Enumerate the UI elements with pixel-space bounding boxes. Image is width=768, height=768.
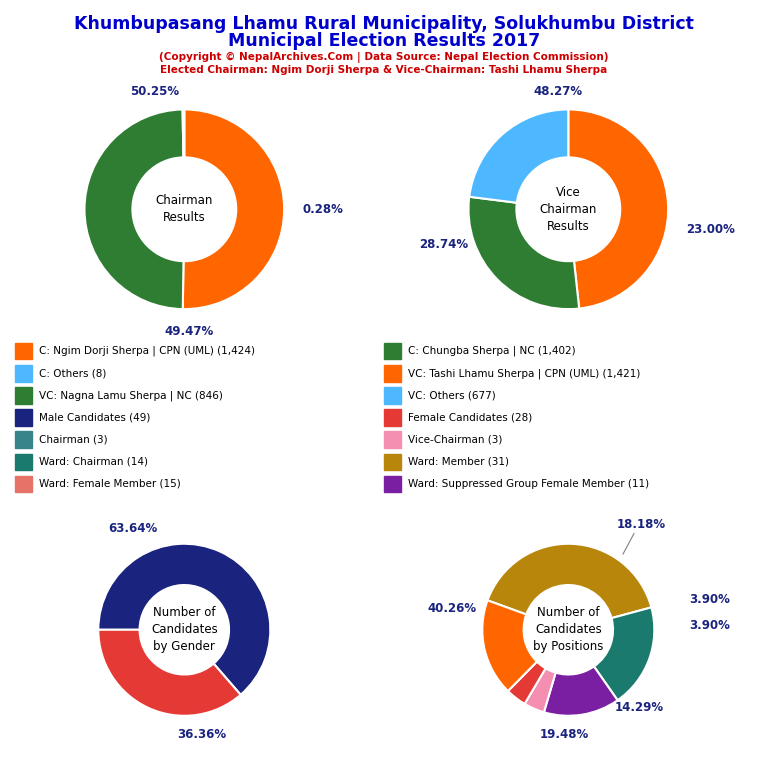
Text: 50.25%: 50.25%	[130, 85, 179, 98]
Bar	[384, 453, 401, 470]
Text: 14.29%: 14.29%	[614, 700, 664, 713]
Text: 18.18%: 18.18%	[617, 518, 666, 531]
Text: Municipal Election Results 2017: Municipal Election Results 2017	[228, 32, 540, 50]
Wedge shape	[488, 544, 651, 618]
Text: Khumbupasang Lhamu Rural Municipality, Solukhumbu District: Khumbupasang Lhamu Rural Municipality, S…	[74, 15, 694, 33]
Text: 3.90%: 3.90%	[689, 619, 730, 632]
Text: VC: Others (677): VC: Others (677)	[408, 390, 496, 400]
Bar	[15, 387, 31, 404]
Bar	[15, 365, 31, 382]
Text: 49.47%: 49.47%	[164, 325, 214, 338]
Text: Female Candidates (28): Female Candidates (28)	[408, 412, 532, 422]
Bar	[384, 387, 401, 404]
Wedge shape	[508, 661, 545, 703]
Text: Vice-Chairman (3): Vice-Chairman (3)	[408, 435, 502, 445]
Text: Ward: Member (31): Ward: Member (31)	[408, 457, 509, 467]
Wedge shape	[84, 110, 184, 309]
Wedge shape	[183, 109, 284, 309]
Text: Elected Chairman: Ngim Dorji Sherpa & Vice-Chairman: Tashi Lhamu Sherpa: Elected Chairman: Ngim Dorji Sherpa & Vi…	[161, 65, 607, 74]
Bar	[384, 409, 401, 425]
Text: Ward: Female Member (15): Ward: Female Member (15)	[39, 479, 181, 489]
Bar	[384, 475, 401, 492]
Wedge shape	[482, 601, 537, 691]
Text: Chairman (3): Chairman (3)	[39, 435, 108, 445]
Bar	[15, 432, 31, 448]
Wedge shape	[98, 544, 270, 695]
Text: 48.27%: 48.27%	[534, 85, 583, 98]
Text: 19.48%: 19.48%	[539, 728, 588, 741]
Text: Vice
Chairman
Results: Vice Chairman Results	[540, 186, 597, 233]
Text: Ward: Chairman (14): Ward: Chairman (14)	[39, 457, 148, 467]
Wedge shape	[468, 197, 579, 309]
Bar	[15, 343, 31, 359]
Text: C: Others (8): C: Others (8)	[39, 368, 107, 379]
Text: Number of
Candidates
by Gender: Number of Candidates by Gender	[151, 606, 217, 654]
Text: 36.36%: 36.36%	[177, 728, 226, 741]
Wedge shape	[469, 109, 568, 203]
Wedge shape	[594, 607, 654, 700]
Text: 23.00%: 23.00%	[686, 223, 735, 236]
Bar	[15, 409, 31, 425]
Text: C: Chungba Sherpa | NC (1,402): C: Chungba Sherpa | NC (1,402)	[408, 346, 576, 356]
Text: Number of
Candidates
by Positions: Number of Candidates by Positions	[533, 606, 604, 654]
Text: 0.28%: 0.28%	[302, 203, 343, 216]
Text: 3.90%: 3.90%	[689, 593, 730, 606]
Text: 28.74%: 28.74%	[419, 238, 468, 250]
Text: Chairman
Results: Chairman Results	[156, 194, 213, 224]
Text: VC: Tashi Lhamu Sherpa | CPN (UML) (1,421): VC: Tashi Lhamu Sherpa | CPN (UML) (1,42…	[408, 368, 641, 379]
Wedge shape	[525, 668, 555, 712]
Wedge shape	[183, 109, 184, 157]
Text: 40.26%: 40.26%	[428, 602, 477, 614]
Wedge shape	[568, 109, 668, 309]
Text: VC: Nagna Lamu Sherpa | NC (846): VC: Nagna Lamu Sherpa | NC (846)	[39, 390, 223, 401]
Bar	[384, 365, 401, 382]
Bar	[15, 475, 31, 492]
Bar	[384, 432, 401, 448]
Text: Ward: Suppressed Group Female Member (11): Ward: Suppressed Group Female Member (11…	[408, 479, 649, 489]
Text: C: Ngim Dorji Sherpa | CPN (UML) (1,424): C: Ngim Dorji Sherpa | CPN (UML) (1,424)	[39, 346, 255, 356]
Bar	[384, 343, 401, 359]
Wedge shape	[544, 667, 617, 716]
Text: Male Candidates (49): Male Candidates (49)	[39, 412, 151, 422]
Bar	[15, 453, 31, 470]
Text: 63.64%: 63.64%	[108, 521, 157, 535]
Text: (Copyright © NepalArchives.Com | Data Source: Nepal Election Commission): (Copyright © NepalArchives.Com | Data So…	[159, 51, 609, 62]
Wedge shape	[98, 630, 240, 716]
